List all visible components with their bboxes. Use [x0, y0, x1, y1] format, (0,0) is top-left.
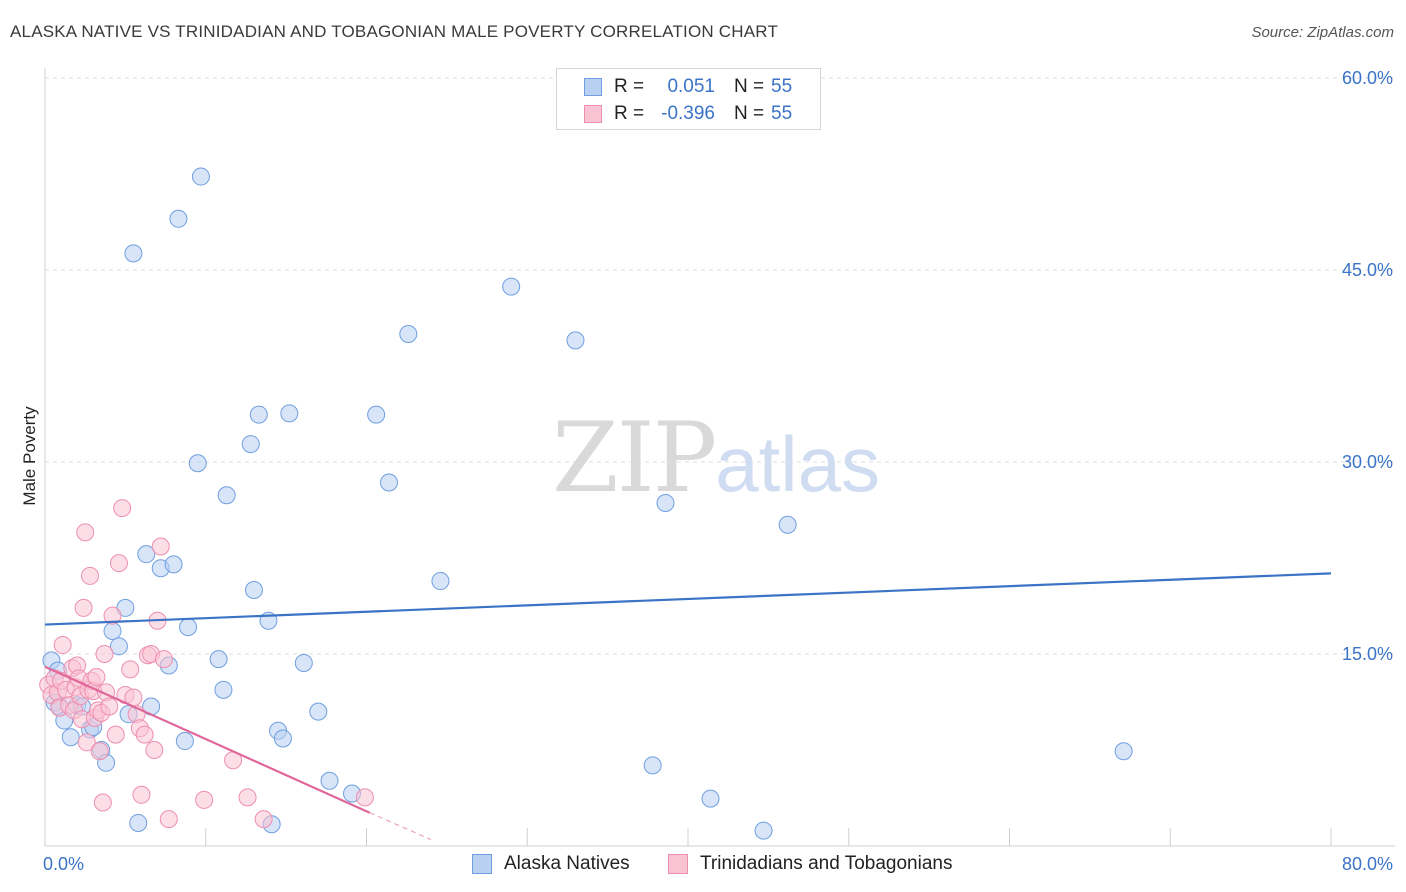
point-alaska-natives	[169, 209, 188, 228]
point-trinidadians	[106, 725, 125, 744]
legend-label-alaska-natives: Alaska Natives	[504, 853, 630, 874]
point-alaska-natives	[164, 555, 183, 574]
chart-title: ALASKA NATIVE VS TRINIDADIAN AND TOBAGON…	[10, 22, 779, 41]
y-tick-label: 30.0%	[1342, 452, 1393, 472]
point-alaska-natives	[643, 756, 662, 775]
legend-r-value: -0.396	[661, 103, 715, 124]
point-trinidadians	[355, 788, 374, 807]
legend-n-value: 55	[771, 76, 793, 97]
point-trinidadians	[100, 697, 119, 716]
legend-swatch-alaska	[584, 78, 602, 96]
legend-n-value: 55	[771, 103, 793, 124]
legend-n-label: N =	[734, 76, 765, 97]
legend-item-alaska-natives[interactable]: Alaska Natives	[472, 852, 652, 878]
legend-swatch-alaska-natives	[472, 854, 492, 874]
x-tick-label-min: 0.0%	[43, 854, 84, 874]
trend-line-trinidadians-extension	[369, 812, 432, 841]
point-trinidadians	[74, 598, 93, 617]
trend-lines	[44, 572, 1332, 841]
point-alaska-natives	[191, 167, 210, 186]
point-alaska-natives	[367, 405, 386, 424]
point-alaska-natives	[294, 653, 313, 672]
point-trinidadians	[135, 725, 154, 744]
point-trinidadians	[121, 660, 140, 679]
source-label: Source: ZipAtlas.com	[1251, 24, 1394, 41]
y-axis-label: Male Poverty	[20, 406, 39, 506]
y-tick-label: 45.0%	[1342, 260, 1393, 280]
point-alaska-natives	[188, 454, 207, 473]
stats-legend: R = 0.051 N = 55 R = -0.396 N = 55	[556, 68, 821, 130]
point-alaska-natives	[179, 618, 198, 637]
point-trinidadians	[93, 793, 112, 812]
point-trinidadians	[113, 499, 132, 518]
trend-line-alaska-natives	[44, 572, 1332, 626]
point-trinidadians	[95, 645, 114, 663]
watermark-zip: ZIP	[552, 402, 717, 514]
point-trinidadians	[76, 523, 95, 542]
legend-label-trinidadians: Trinidadians and Tobagonians	[700, 853, 953, 874]
point-alaska-natives	[249, 405, 268, 424]
point-alaska-natives	[175, 732, 194, 751]
legend-r-label: R =	[614, 103, 645, 124]
point-alaska-natives	[209, 650, 228, 669]
point-alaska-natives	[129, 813, 148, 832]
point-trinidadians	[238, 788, 257, 807]
point-alaska-natives	[309, 702, 328, 721]
point-alaska-natives	[701, 789, 720, 808]
legend-r-label: R =	[614, 76, 645, 97]
y-tick-labels: 15.0% 30.0% 45.0% 60.0%	[1342, 68, 1393, 664]
watermark: ZIPatlas	[552, 402, 880, 514]
point-trinidadians	[195, 790, 214, 809]
point-alaska-natives	[61, 728, 80, 747]
point-alaska-natives	[431, 572, 450, 591]
point-alaska-natives	[778, 515, 797, 534]
legend-r-value: 0.051	[667, 76, 715, 97]
point-alaska-natives	[103, 621, 122, 640]
point-alaska-natives	[214, 680, 233, 699]
legend-swatch-trinidadian	[584, 105, 602, 123]
point-trinidadians	[159, 810, 178, 829]
legend-item-trinidadians[interactable]: Trinidadians and Tobagonians	[668, 852, 988, 878]
point-alaska-natives	[1114, 742, 1133, 761]
point-alaska-natives	[109, 637, 128, 656]
y-tick-label: 60.0%	[1342, 68, 1393, 88]
point-trinidadians	[109, 554, 128, 573]
watermark-atlas: atlas	[715, 420, 880, 508]
legend-row-alaska: R = 0.051 N = 55	[557, 74, 820, 102]
point-trinidadians	[87, 668, 106, 687]
point-alaska-natives	[280, 404, 299, 423]
point-alaska-natives	[273, 729, 292, 748]
legend-n-label: N =	[734, 103, 765, 124]
trend-line-trinidadians	[44, 665, 371, 814]
point-alaska-natives	[320, 771, 339, 790]
point-trinidadians	[81, 566, 100, 585]
point-trinidadians	[145, 741, 164, 759]
point-alaska-natives	[399, 325, 418, 343]
point-alaska-natives	[137, 545, 156, 564]
point-trinidadians	[154, 650, 173, 669]
x-tick-label-max: 80.0%	[1342, 854, 1393, 874]
point-alaska-natives	[380, 473, 399, 492]
x-tick-marks	[205, 828, 1332, 846]
point-alaska-natives	[244, 581, 263, 599]
point-trinidadians	[254, 810, 273, 829]
point-alaska-natives	[656, 493, 675, 512]
point-alaska-natives	[217, 486, 236, 505]
point-trinidadians	[53, 636, 72, 655]
point-trinidadians	[151, 537, 170, 556]
point-trinidadians	[90, 742, 109, 761]
point-alaska-natives	[241, 435, 260, 454]
point-alaska-natives	[566, 331, 585, 350]
y-tick-label: 15.0%	[1342, 644, 1393, 664]
point-alaska-natives	[754, 821, 773, 840]
point-alaska-natives	[502, 277, 521, 296]
point-trinidadians	[103, 606, 122, 625]
point-trinidadians	[77, 733, 96, 752]
legend-row-trinidadian: R = -0.396 N = 55	[557, 101, 820, 129]
point-trinidadians	[132, 785, 151, 804]
legend-swatch-trinidadians	[668, 854, 688, 874]
gridlines	[45, 77, 1395, 655]
point-alaska-natives	[124, 244, 143, 263]
